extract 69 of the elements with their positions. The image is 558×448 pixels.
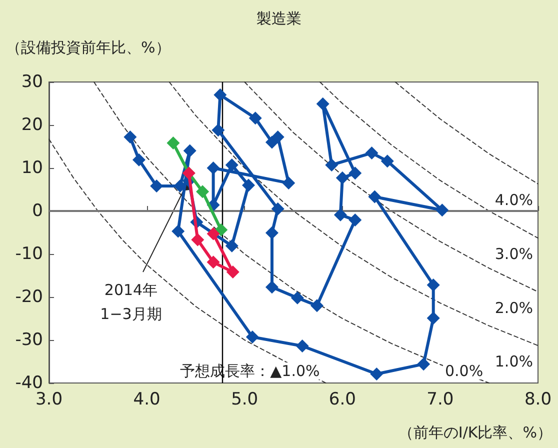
x-axis-title: （前年のI/K比率、%） [398,424,552,442]
point [265,226,278,240]
point [368,190,382,204]
line-series [48,138,326,384]
point [296,340,309,353]
point [348,166,362,180]
point [206,162,220,174]
point [246,330,259,344]
line-series [168,82,538,346]
x-tick-label: 5.0 [231,390,258,410]
point [325,158,338,172]
point [334,208,347,222]
point [426,278,440,292]
point [336,171,349,184]
series-label: 4.0% [494,190,533,209]
point [380,154,394,168]
y-tick-label: -20 [15,287,43,307]
point [132,153,146,166]
point [226,266,240,279]
point [417,358,430,371]
x-tick-label: 6.0 [328,390,356,410]
y-tick-label: -30 [15,330,43,350]
point [365,146,378,160]
x-tick-label: 4.0 [133,390,160,410]
point [290,291,304,304]
point [183,144,196,158]
point [191,233,204,246]
point [206,227,220,240]
point [426,312,440,325]
annotation: 2014年 1−3月期 [100,281,162,323]
series-label: 3.0% [494,245,533,264]
y-axis-title: （設備投資前年比、%） [6,38,170,56]
point [150,180,164,193]
point [214,88,227,102]
line-series [244,82,538,292]
y-tick-label: -10 [15,244,43,264]
point [310,299,324,312]
point [196,185,210,198]
x-tick-label: 8.0 [524,390,552,410]
y-tick-label: 0 [32,201,43,221]
point [265,280,278,294]
point [174,180,187,193]
point [316,97,330,110]
point [172,224,185,238]
point [206,256,220,269]
x-tick-label: 7.0 [426,390,454,410]
point [166,136,180,150]
point [225,239,238,252]
point [124,130,137,144]
point [225,158,238,172]
line-series [394,82,538,184]
line-series [93,82,490,384]
line-series [319,82,538,239]
point [348,214,362,227]
point [282,176,296,190]
series-label: 1.0% [494,352,533,371]
y-tick-label: 10 [21,158,43,178]
y-tick-label: 20 [21,115,43,135]
point [271,202,284,216]
point [242,178,256,192]
chart-title: 製造業 [256,10,302,28]
series-label: 0.0% [444,362,484,380]
series-label: 2.0% [494,298,533,317]
point [212,124,225,137]
point [370,367,384,380]
point [436,204,449,217]
point [271,130,284,144]
point [248,112,262,125]
y-tick-label: 30 [21,72,43,92]
